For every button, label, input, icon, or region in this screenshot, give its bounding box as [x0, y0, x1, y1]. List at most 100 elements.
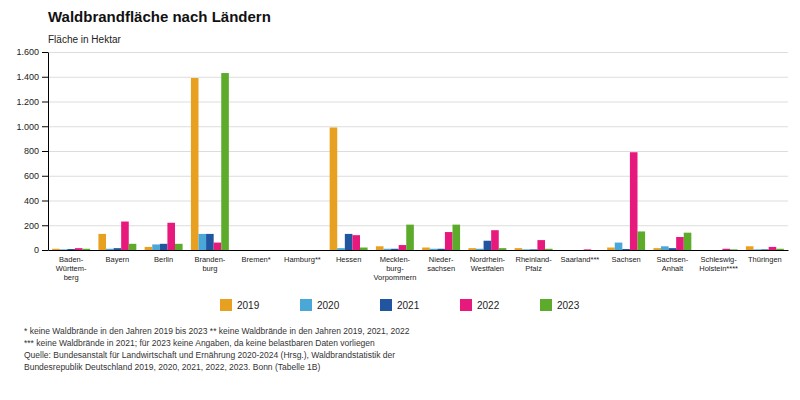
legend-item: 2020 — [300, 299, 340, 311]
bar — [221, 73, 229, 250]
grid-tick — [48, 225, 788, 226]
x-tick: Hessen — [336, 255, 361, 264]
bar — [114, 248, 122, 250]
x-tick: Nieder-sachsen — [427, 255, 455, 273]
x-tick-label: Saarland*** — [560, 255, 599, 264]
x-tick: Bayern — [105, 255, 129, 264]
y-tick-mark — [42, 52, 48, 53]
grid-tick — [48, 176, 788, 177]
bar — [252, 250, 260, 251]
grid-tick — [48, 151, 788, 152]
y-tick: 800 — [24, 146, 48, 156]
grid-line — [48, 52, 788, 53]
bar — [129, 244, 137, 250]
bar — [67, 249, 75, 250]
footnote-line: * keine Waldbrände in den Jahren 2019 bi… — [24, 326, 410, 336]
bar — [98, 234, 106, 250]
bar — [700, 250, 708, 251]
legend-swatch — [460, 299, 472, 311]
y-tick-mark — [42, 201, 48, 202]
x-tick-label-line: Bayern — [105, 255, 129, 264]
x-tick: Hamburg** — [284, 255, 321, 264]
grid-line — [48, 126, 788, 127]
y-tick: 400 — [24, 196, 48, 206]
bar — [152, 244, 160, 250]
grid-line — [48, 102, 788, 103]
x-tick-label-line: Baden- — [59, 255, 84, 264]
bar — [669, 248, 677, 250]
grid-line — [48, 176, 788, 177]
grid-line — [48, 225, 788, 226]
bar — [299, 250, 307, 251]
bar — [437, 249, 445, 250]
bar — [291, 250, 299, 251]
bar — [237, 250, 245, 251]
bar — [746, 246, 754, 250]
x-tick-label: Baden-Württem-berg — [56, 255, 87, 282]
y-tick-label: 1.200 — [16, 97, 39, 107]
bar — [121, 222, 129, 250]
bar — [167, 223, 175, 250]
x-tick-label: Berlin — [154, 255, 173, 264]
bar — [406, 225, 414, 250]
bar — [491, 230, 499, 250]
bar — [530, 249, 538, 250]
x-tick: Schleswig-Holstein**** — [699, 255, 738, 273]
bar — [175, 244, 183, 250]
legend-label: 2022 — [477, 300, 500, 311]
x-tick-label-line: Anhalt — [662, 264, 684, 273]
x-tick-label: Sachsen — [612, 255, 641, 264]
x-tick-label-line: Westfalen — [471, 264, 504, 273]
x-tick-label: Branden-burg — [194, 255, 225, 273]
bar — [545, 249, 553, 250]
legend-item: 2021 — [380, 299, 420, 311]
bar — [391, 249, 399, 250]
bar — [245, 250, 253, 251]
legend-swatch — [220, 299, 232, 311]
legend: 2019 2020 2021 2022 2023 — [220, 299, 580, 311]
x-tick-label: Hamburg** — [284, 255, 321, 264]
x-tick-label-line: Nordrhein- — [470, 255, 506, 264]
x-tick-label: Bremen* — [242, 255, 271, 264]
x-tick-label-line: Mecklen- — [380, 255, 411, 264]
x-tick-label: Thüringen — [748, 255, 782, 264]
footnote: * keine Waldbrände in den Jahren 2019 bi… — [24, 326, 410, 336]
legend-item: 2023 — [540, 299, 580, 311]
y-tick-mark — [42, 77, 48, 78]
footnote: *** keine Waldbrände in 2021; für 2023 k… — [24, 338, 375, 348]
bar — [753, 249, 761, 250]
bar — [360, 248, 368, 250]
bar — [160, 244, 168, 250]
bar — [337, 248, 345, 250]
bar — [638, 231, 646, 250]
y-tick: 1.000 — [16, 122, 48, 132]
x-tick: Mecklen-burg-Vorpommern — [373, 255, 416, 282]
x-tick-label: Sachsen-Anhalt — [657, 255, 689, 273]
y-tick: 0 — [34, 245, 48, 255]
x-tick-label-line: Saarland*** — [560, 255, 599, 264]
bar-series — [52, 78, 753, 250]
y-tick: 1.600 — [16, 47, 48, 57]
grid-tick — [48, 250, 788, 251]
legend-label: 2019 — [237, 300, 260, 311]
bar — [52, 249, 60, 250]
x-tick-label-line: Sachsen — [612, 255, 641, 264]
x-tick-label-line: Bremen* — [242, 255, 271, 264]
y-tick-mark — [42, 176, 48, 177]
bar — [730, 249, 738, 250]
grid-tick — [48, 102, 788, 103]
bar — [576, 250, 584, 251]
x-tick-label: Bayern — [105, 255, 129, 264]
x-tick-label-line: burg- — [386, 264, 404, 273]
bar — [622, 249, 630, 250]
bar — [568, 250, 576, 251]
bar — [352, 235, 360, 250]
bar — [383, 249, 391, 250]
x-tick: Berlin — [154, 255, 173, 264]
footnote-line: *** keine Waldbrände in 2021; für 2023 k… — [24, 338, 375, 348]
x-tick-label: Rheinland-Pfalz — [515, 255, 552, 273]
bar — [769, 247, 777, 250]
bar — [260, 250, 268, 251]
x-tick-label: Hessen — [336, 255, 361, 264]
bar — [214, 243, 222, 250]
